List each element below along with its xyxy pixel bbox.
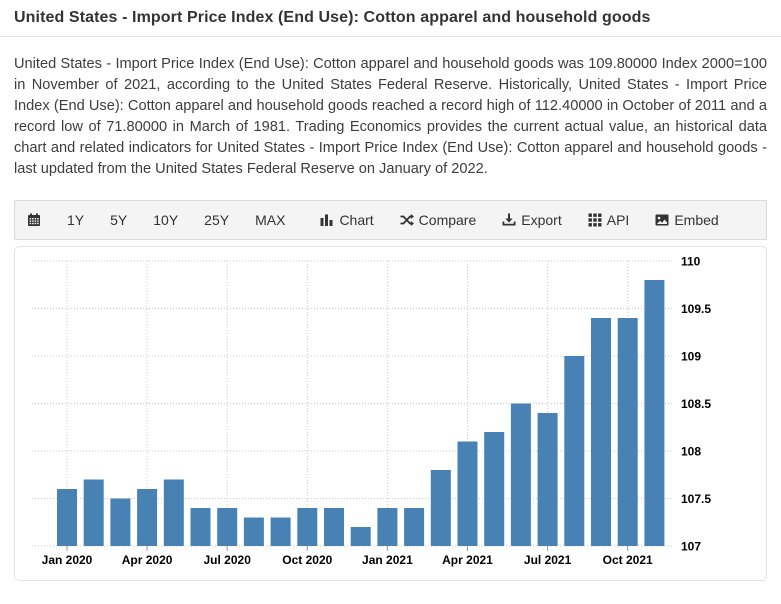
- chart-bar[interactable]: [564, 356, 585, 546]
- chart-bar[interactable]: [404, 508, 425, 546]
- export-button-label: Export: [521, 212, 562, 228]
- chart-bar[interactable]: [83, 479, 104, 547]
- chart-bar[interactable]: [510, 403, 531, 547]
- calendar-icon: [27, 213, 41, 227]
- y-axis-label: 108: [681, 445, 701, 459]
- api-button[interactable]: API: [588, 212, 630, 228]
- chart-bar[interactable]: [137, 489, 158, 546]
- range-5y-button[interactable]: 5Y: [110, 212, 128, 228]
- y-axis-label: 108.5: [681, 397, 711, 411]
- price-index-chart: 107 107.5 108 108.5 109 109.5 110 Jan 2020 Apr 2…: [32, 255, 711, 567]
- y-axis-label: 107.5: [681, 492, 711, 506]
- y-axis-label: 109.5: [681, 302, 711, 316]
- y-axis-label: 109: [681, 350, 701, 364]
- x-axis-label: Jan 2020: [42, 553, 93, 567]
- download-icon: [502, 213, 516, 227]
- title-divider: [0, 36, 781, 37]
- toolbar: 1Y 5Y 10Y 25Y MAX Chart Compare: [14, 200, 767, 240]
- range-max-button[interactable]: MAX: [255, 212, 286, 228]
- range-25y-button[interactable]: 25Y: [204, 212, 230, 228]
- calendar-button[interactable]: [27, 213, 41, 227]
- chart-bar[interactable]: [591, 318, 611, 546]
- y-axis-label: 107: [681, 540, 701, 554]
- x-axis-label: Oct 2021: [603, 553, 653, 567]
- x-axis-label: Apr 2020: [122, 553, 173, 567]
- chart-bar[interactable]: [324, 508, 344, 546]
- chart-bar[interactable]: [57, 489, 77, 546]
- shuffle-icon: [400, 213, 414, 227]
- description-text: United States - Import Price Index (End …: [14, 56, 767, 177]
- chart-bar[interactable]: [243, 517, 264, 547]
- export-button[interactable]: Export: [502, 212, 562, 228]
- chart-bar[interactable]: [110, 498, 131, 547]
- chart-bar[interactable]: [377, 508, 398, 546]
- chart-bar[interactable]: [350, 527, 371, 546]
- chart-card: 107 107.5 108 108.5 109 109.5 110 Jan 2020 Apr 2…: [14, 246, 767, 581]
- embed-button-label: Embed: [674, 212, 719, 228]
- range-1y-button[interactable]: 1Y: [67, 212, 85, 228]
- embed-button[interactable]: Embed: [655, 212, 719, 228]
- image-icon: [655, 213, 669, 227]
- chart-bar[interactable]: [430, 470, 451, 546]
- chart-bar[interactable]: [484, 432, 505, 546]
- x-axis-label: Apr 2021: [442, 553, 493, 567]
- chart-bar[interactable]: [217, 508, 238, 546]
- chart-button-label: Chart: [339, 212, 374, 228]
- chart-bar[interactable]: [163, 479, 184, 547]
- bar-chart-icon: [320, 213, 334, 227]
- chart-bar[interactable]: [297, 508, 318, 546]
- chart-bar[interactable]: [270, 517, 291, 547]
- chart-bar[interactable]: [644, 280, 665, 546]
- chart-bar[interactable]: [617, 318, 638, 546]
- y-axis-label: 110: [681, 255, 701, 269]
- chart-button[interactable]: Chart: [320, 212, 374, 228]
- x-axis-label: Jan 2021: [362, 553, 413, 567]
- x-axis-label: Jul 2021: [524, 553, 572, 567]
- range-10y-button[interactable]: 10Y: [153, 212, 179, 228]
- chart-bar[interactable]: [457, 441, 478, 547]
- chart-bar[interactable]: [190, 508, 211, 546]
- compare-button[interactable]: Compare: [400, 212, 477, 228]
- chart-bar[interactable]: [537, 413, 558, 546]
- api-button-label: API: [606, 212, 630, 228]
- page-title: United States - Import Price Index (End …: [14, 9, 651, 26]
- x-axis-label: Jul 2020: [204, 553, 252, 567]
- compare-button-label: Compare: [418, 212, 477, 228]
- x-axis-label: Oct 2020: [282, 553, 332, 567]
- grid-icon: [588, 213, 602, 227]
